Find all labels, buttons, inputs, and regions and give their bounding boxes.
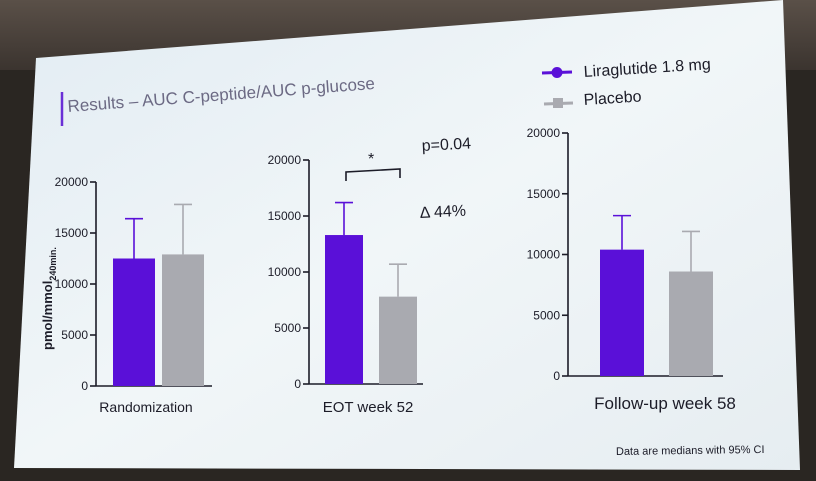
y-tick-label: 15000	[268, 209, 302, 223]
y-tick-label: 15000	[527, 187, 561, 201]
y-tick-label: 5000	[274, 321, 301, 335]
legend-item-placebo: Placebo	[543, 88, 642, 109]
legend-label-placebo: Placebo	[583, 88, 642, 109]
y-tick-label: 10000	[268, 265, 302, 279]
y-axis-title: pmol/mmol240min.	[40, 247, 58, 350]
y-tick-label: 0	[553, 369, 560, 383]
significance-asterisk: *	[368, 151, 374, 168]
y-tick-label: 5000	[61, 328, 88, 342]
chart-panel-follow-up-week-58: 0 5000 10000 15000 20000 Follow-up week 58	[527, 126, 736, 413]
y-tick-label: 0	[294, 377, 301, 391]
y-tick-label: 5000	[533, 308, 560, 322]
bar-liraglutide	[600, 249, 644, 376]
legend-marker-circle	[551, 67, 563, 78]
chart-panel-eot-week-52: 0 5000 10000 15000 20000 EOT week 52	[268, 153, 423, 416]
x-category-label: Follow-up week 58	[594, 394, 736, 413]
y-tick-label: 15000	[55, 226, 89, 240]
x-category-label: Randomization	[99, 399, 192, 415]
x-category-label: EOT week 52	[323, 399, 414, 416]
bar-placebo	[162, 254, 204, 386]
y-tick-label: 20000	[268, 153, 302, 167]
y-tick-label: 0	[81, 379, 88, 393]
y-tick-label: 20000	[527, 126, 561, 140]
legend: Liraglutide 1.8 mg Placebo	[541, 56, 711, 109]
bar-liraglutide	[325, 235, 363, 384]
y-tick-label: 20000	[55, 175, 89, 189]
y-axis-title-main: pmol/mmol	[40, 281, 55, 350]
y-axis-title-subscript: 240min.	[48, 247, 58, 281]
footnote: Data are medians with 95% CI	[616, 444, 765, 458]
y-tick-label: 10000	[527, 248, 561, 262]
significance-annotation: * p=0.04 Δ 44%	[345, 135, 472, 222]
bar-placebo	[669, 271, 713, 376]
delta-label: Δ 44%	[419, 203, 466, 222]
legend-marker-square	[553, 98, 563, 108]
p-value-label: p=0.04	[421, 135, 471, 155]
chart-panel-randomization: 0 5000 10000 15000 20000 Randomization	[55, 175, 212, 415]
y-tick-label: 10000	[55, 277, 89, 291]
bar-placebo	[379, 296, 417, 384]
significance-bracket	[345, 168, 401, 181]
bar-liraglutide	[113, 258, 155, 386]
